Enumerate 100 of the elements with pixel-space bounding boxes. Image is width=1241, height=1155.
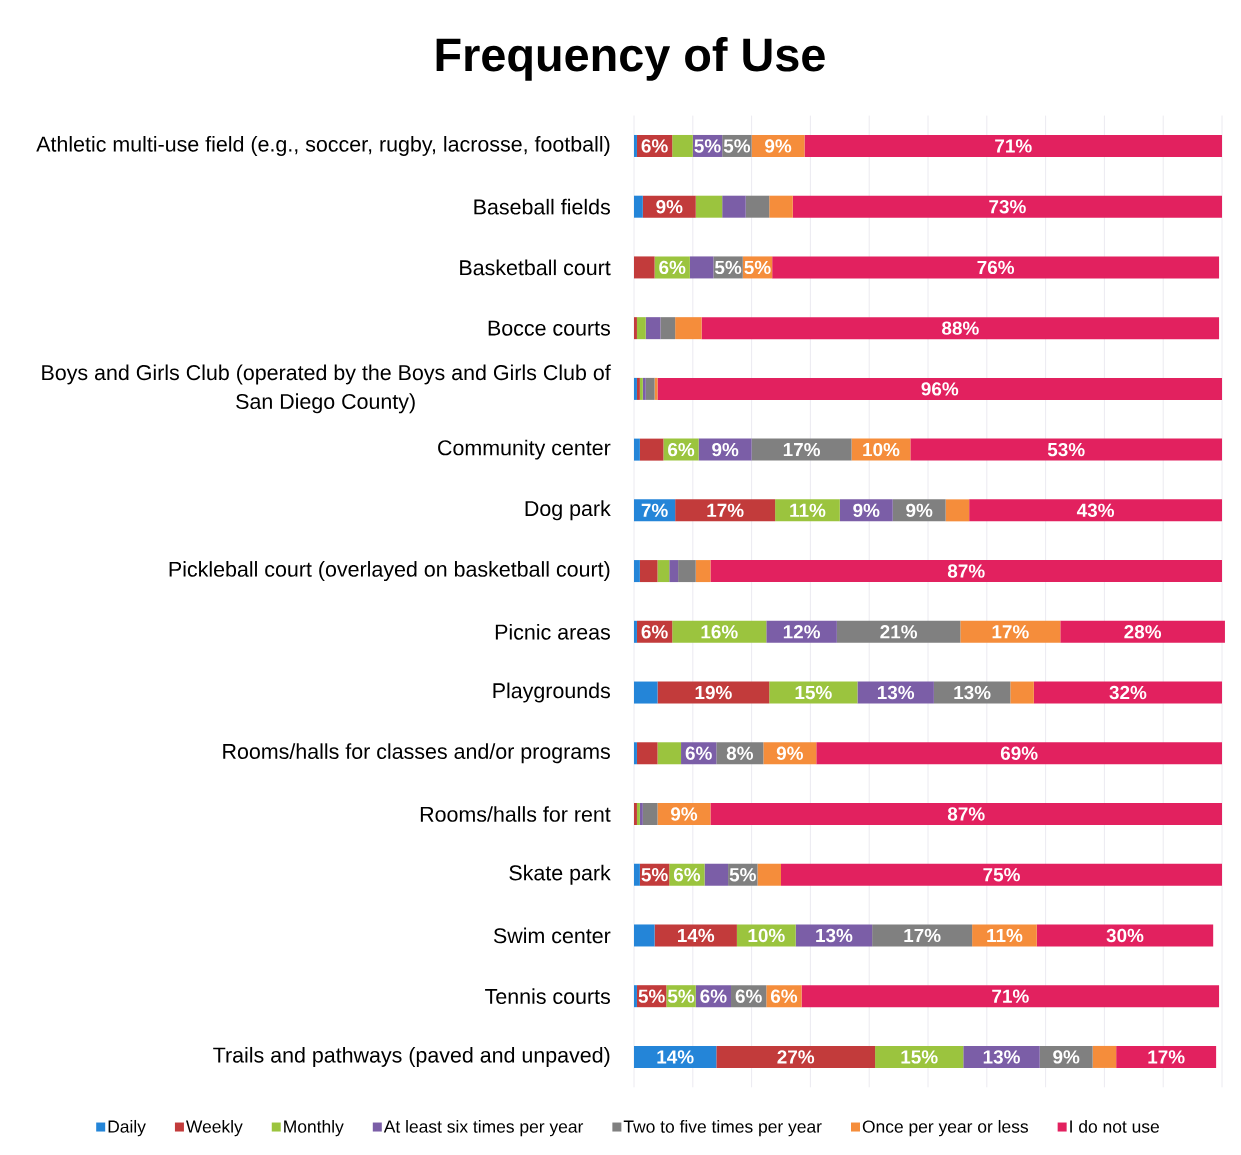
data-label: 17%	[1148, 1050, 1185, 1064]
data-label: 11%	[987, 928, 1023, 943]
bar	[634, 681, 658, 704]
bar	[969, 499, 1223, 522]
bar	[639, 560, 658, 583]
data-label: 9%	[776, 746, 803, 760]
data-label: 13%	[816, 928, 853, 943]
data-label: 9%	[1053, 1050, 1080, 1064]
data-label: 53%	[1047, 442, 1085, 457]
legend-label: Once per year or less	[862, 1119, 1028, 1137]
data-label: 19%	[695, 685, 732, 700]
data-label: 7%	[641, 503, 668, 517]
bar	[634, 195, 643, 218]
data-label: 96%	[921, 382, 959, 396]
data-label: 21%	[880, 625, 918, 639]
y-tick-label: Tennis courts	[485, 988, 610, 1005]
bar	[672, 134, 693, 157]
legend-label: Weekly	[186, 1119, 243, 1137]
bar	[801, 985, 1220, 1008]
y-tick-label: Basketball court	[460, 259, 611, 276]
bar	[634, 985, 637, 1008]
bar	[657, 742, 682, 765]
legend-label: Monthly	[284, 1119, 344, 1137]
bar	[675, 317, 702, 340]
data-label: 8%	[726, 746, 754, 760]
bar	[634, 134, 637, 157]
data-label: 6%	[659, 260, 686, 275]
data-label: 5%	[723, 139, 751, 153]
data-label: 6%	[700, 989, 727, 1003]
bar	[645, 377, 655, 400]
bar	[769, 195, 793, 218]
data-label: 5%	[667, 989, 695, 1003]
data-label: 17%	[904, 928, 941, 943]
bar	[657, 560, 670, 583]
data-label: 10%	[863, 442, 900, 457]
y-tick-label: Athletic multi-use field (e.g., soccer, rugby, lacrosse, football)	[36, 135, 610, 156]
bar	[745, 195, 770, 218]
data-label: 15%	[901, 1050, 938, 1064]
data-label: 15%	[795, 685, 832, 700]
y-tick-label: Skate park	[509, 864, 611, 885]
bar	[1010, 681, 1034, 704]
bar	[804, 134, 1223, 157]
data-label: 5%	[694, 139, 721, 153]
bar	[792, 195, 1223, 218]
data-label: 5%	[744, 260, 771, 275]
y-tick-label: Playgrounds	[493, 682, 610, 703]
bar	[639, 438, 664, 461]
data-label: 17%	[992, 625, 1029, 639]
y-tick-label: Bocce courts	[488, 320, 610, 336]
bar	[634, 256, 655, 279]
bar	[657, 377, 1223, 400]
bar	[716, 1045, 876, 1068]
data-label: 13%	[877, 685, 915, 700]
y-tick-label: Boys and Girls Club (operated by the Boys and Girls Club of San Diego County)	[42, 364, 611, 414]
chart-title: Frequency of Use	[436, 37, 825, 81]
data-label: 71%	[992, 989, 1029, 1003]
data-label: 14%	[677, 928, 715, 943]
bar	[634, 620, 637, 643]
bar	[772, 256, 1220, 279]
data-label: 12%	[783, 625, 821, 639]
bar	[1060, 620, 1225, 643]
data-label: 9%	[712, 442, 739, 457]
bar	[1036, 924, 1214, 947]
data-label: 6%	[641, 139, 668, 153]
y-tick-label: Baseball fields	[474, 198, 610, 215]
bar	[722, 195, 746, 218]
bar	[672, 620, 767, 643]
data-label: 9%	[853, 503, 880, 518]
data-label: 5%	[729, 868, 756, 882]
bar	[634, 742, 637, 765]
bar	[1092, 1045, 1117, 1068]
data-label: 16%	[701, 625, 738, 639]
bar	[636, 742, 658, 765]
bar	[1116, 1045, 1217, 1068]
bar	[634, 317, 637, 340]
y-tick-label: Picnic areas	[495, 623, 610, 640]
legend-label: Two to five times per year	[623, 1119, 822, 1137]
bar	[634, 863, 640, 886]
bar	[660, 317, 676, 340]
bar	[654, 377, 658, 400]
data-label: 73%	[989, 199, 1026, 214]
bar	[642, 803, 658, 825]
data-label: 9%	[670, 807, 698, 821]
data-label: 76%	[977, 260, 1015, 275]
data-label: 11%	[790, 503, 826, 517]
bar	[781, 863, 1223, 886]
bar	[836, 620, 961, 643]
bar	[695, 195, 723, 218]
data-label: 6%	[668, 442, 695, 457]
data-label: 6%	[770, 989, 798, 1003]
bar	[634, 560, 640, 583]
bar	[751, 438, 852, 461]
bar	[960, 620, 1061, 643]
y-tick-label: Swim center	[493, 927, 611, 944]
bar	[675, 499, 776, 522]
bar	[816, 742, 1223, 765]
y-tick-label: Pickleball court (overlayed on basketball court)	[169, 561, 610, 582]
bar	[636, 317, 646, 340]
data-label: 71%	[995, 139, 1032, 153]
bar	[710, 803, 1223, 825]
